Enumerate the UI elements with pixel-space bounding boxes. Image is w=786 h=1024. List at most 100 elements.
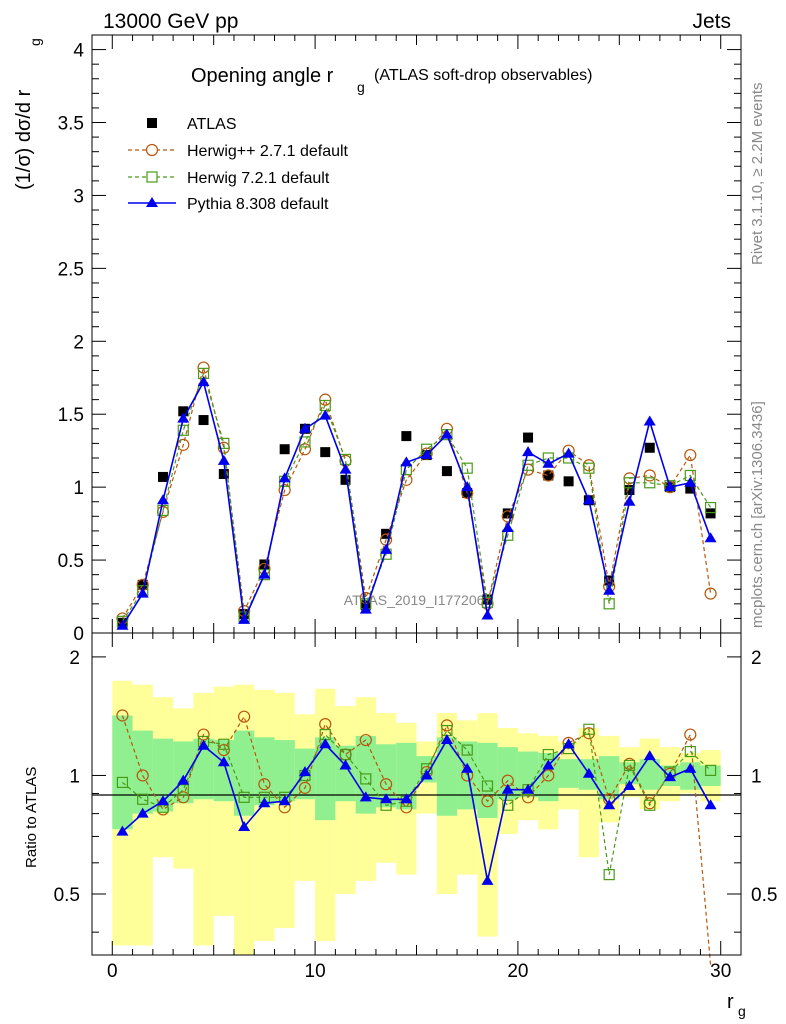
uncertainty-band-green (254, 737, 275, 806)
legend-label-herwig7: Herwig 7.2.1 default (187, 170, 330, 187)
ratio-point (136, 769, 149, 782)
data-point (542, 469, 555, 482)
uncertainty-band-yellow (578, 727, 600, 858)
ratio-point (420, 769, 433, 780)
ratio-line (121, 738, 712, 881)
legend-marker-pythia (128, 197, 176, 207)
data-point (623, 495, 636, 506)
data-point (704, 587, 717, 600)
legend-label-atlas: ATLAS (187, 116, 237, 133)
data-point (177, 412, 190, 423)
y-tick-label: 3 (73, 186, 84, 207)
ratio-point (542, 769, 555, 782)
data-point (279, 444, 290, 455)
data-point (461, 481, 474, 492)
uncertainty-band-green (274, 740, 295, 802)
ratio-point (116, 825, 129, 836)
ratio-point (298, 781, 312, 794)
ratio-point (502, 799, 514, 811)
ratio-point (218, 738, 230, 750)
data-point (340, 474, 351, 485)
data-point (644, 477, 656, 489)
data-point (542, 457, 555, 468)
ratio-point (643, 750, 656, 761)
data-point (259, 559, 270, 570)
data-point (197, 361, 210, 374)
ratio-point (481, 795, 494, 808)
data-point (298, 422, 311, 433)
uncertainty-band-green (112, 715, 133, 830)
series-line (121, 371, 712, 622)
data-point (198, 415, 209, 426)
ratio-point (136, 807, 149, 818)
ratio-point (623, 759, 636, 772)
data-point (643, 469, 656, 482)
data-point (217, 454, 230, 465)
ratio-point (238, 791, 250, 803)
main-axis-ticks: 0 0.5 1 1.5 2 2.5 3 3.5 4 (58, 34, 741, 645)
ratio-point (339, 759, 352, 770)
data-point (359, 603, 372, 614)
legend-label-herwigpp: Herwig++ 2.7.1 default (187, 143, 349, 160)
data-point (400, 456, 413, 467)
ratio-point (522, 783, 535, 794)
uncertainty-band-yellow (233, 684, 255, 955)
ratio-point (684, 745, 696, 758)
y-axis-label: (1/σ) dσ/d r (13, 89, 35, 190)
series-line (121, 379, 712, 627)
ratio-point (278, 795, 291, 806)
ratio-y-tick-label: 0.5 (54, 885, 80, 906)
uncertainty-band-yellow (274, 692, 295, 928)
ratio-y-tick-label-right: 1 (751, 766, 762, 787)
analysis-watermark: ATLAS_2019_I1772062 (344, 592, 493, 608)
data-point (156, 494, 169, 505)
data-point (704, 532, 717, 543)
ratio-point (501, 783, 514, 794)
data-point (664, 481, 677, 492)
x-tick-label: 0 (107, 961, 118, 982)
legend-label-pythia: Pythia 8.308 default (187, 196, 329, 213)
ratio-point (379, 778, 393, 791)
data-point (543, 470, 554, 481)
data-point (684, 476, 697, 487)
ratio-point (704, 799, 717, 810)
data-point (583, 462, 595, 474)
uncertainty-band-green (375, 744, 397, 808)
data-point (278, 483, 291, 497)
data-point (178, 406, 189, 417)
mcplots-label: mcplots.cern.ch [arXiv:1306.3436] (749, 401, 766, 628)
ratio-y-tick-label-right: 2 (751, 648, 762, 669)
uncertainty-band-green (132, 730, 153, 814)
data-point (522, 459, 534, 471)
data-point (461, 462, 473, 474)
ratio-line (121, 715, 712, 966)
y-tick-label: 3.5 (58, 114, 84, 135)
ratio-series-pythia-8-308-default (116, 734, 717, 885)
ratio-point (137, 793, 149, 805)
uncertainty-band-green (436, 737, 458, 816)
uncertainty-band-yellow (254, 689, 275, 941)
uncertainty-band-green (680, 762, 701, 790)
ratio-point (116, 709, 129, 722)
y-tick-label: 2.5 (58, 259, 84, 280)
data-point (624, 485, 635, 496)
data-point (298, 443, 312, 456)
ratio-point (603, 799, 616, 810)
ratio-panel: 0 10 20 30 0.5 0.5 1 1 2 2 Ratio to ATLAS r g (23, 632, 777, 1019)
y-tick-label: 1 (73, 478, 84, 499)
uncertainty-band-green (152, 738, 174, 812)
data-point (197, 376, 210, 387)
ratio-point (542, 759, 555, 770)
ratio-point (461, 762, 474, 773)
data-point (440, 428, 453, 439)
data-point (481, 609, 494, 620)
data-point (643, 415, 656, 426)
data-point (401, 431, 412, 442)
data-point (523, 432, 534, 443)
ratio-point (704, 764, 717, 776)
data-point (136, 587, 149, 598)
ratio-point (562, 738, 575, 749)
ratio-point (238, 710, 251, 723)
ratio-point (440, 734, 453, 745)
